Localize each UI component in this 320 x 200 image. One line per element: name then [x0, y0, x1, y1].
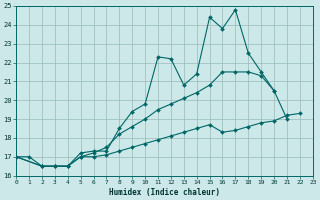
- X-axis label: Humidex (Indice chaleur): Humidex (Indice chaleur): [109, 188, 220, 197]
